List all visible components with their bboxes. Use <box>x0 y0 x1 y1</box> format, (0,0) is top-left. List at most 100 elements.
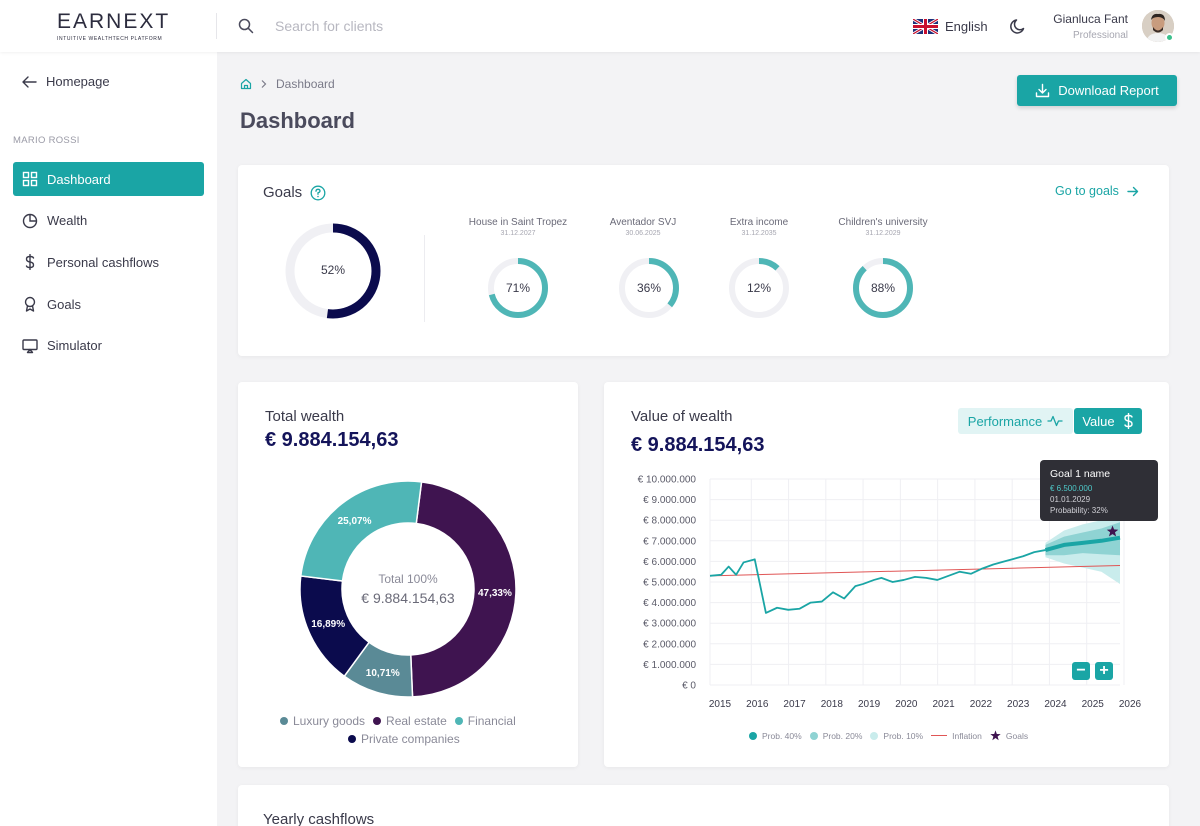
yearly-cashflows-title: Yearly cashflows <box>263 811 375 826</box>
total-wealth-title: Total wealth <box>265 408 345 425</box>
tooltip-value: € 6.500.000 <box>1050 484 1093 493</box>
sidebar-item-wealth[interactable]: Wealth <box>13 204 204 238</box>
legend-item: Prob. 10% <box>870 731 923 741</box>
wealth-legend: Luxury goods Real estate Financial <box>280 714 550 728</box>
go-to-goals-link[interactable]: Go to goals <box>1055 184 1139 198</box>
ring-progress <box>488 258 548 318</box>
legend-label: Goals <box>1005 730 1029 741</box>
x-tick-label: 2022 <box>970 699 993 710</box>
zoom-in-button[interactable]: + <box>1095 662 1113 680</box>
legend-item: Goals <box>990 730 1028 741</box>
legend-item: Private companies <box>348 732 460 746</box>
legend-item: Financial <box>454 714 516 728</box>
value-line <box>709 549 1046 614</box>
yearly-cashflows-card: Yearly cashflows <box>238 785 1169 826</box>
goal-item[interactable]: House in Saint Tropez 31.12.2027 <box>463 217 573 237</box>
y-tick-label: € 0 <box>682 681 696 692</box>
y-tick-label: € 4.000.000 <box>643 598 696 609</box>
user-name: Gianluca Fant <box>1053 12 1128 26</box>
legend-label: Private companies <box>361 732 460 746</box>
client-name: MARIO ROSSI <box>13 135 80 146</box>
goal-marker[interactable] <box>1106 525 1119 537</box>
homepage-link[interactable]: Homepage <box>22 74 110 89</box>
legend-dot <box>809 731 818 740</box>
award-icon <box>24 296 36 312</box>
prob-40-line <box>1044 535 1121 552</box>
logo-tagline: INTUITIVE WEALTHTECH PLATFORM <box>57 36 163 42</box>
avatar[interactable] <box>1142 10 1174 42</box>
legend-item: Inflation <box>931 731 982 741</box>
goal-ring <box>488 258 548 318</box>
uk-flag-icon <box>913 18 938 34</box>
sidebar-item-personal-cashflows[interactable]: Personal cashflows <box>13 245 204 279</box>
sidebar-item-dashboard[interactable]: Dashboard <box>13 162 204 196</box>
sidebar-item-label: Personal cashflows <box>47 254 159 270</box>
goal-date: 30.06.2025 <box>625 230 661 237</box>
donut-slice-label: 47,33% <box>478 588 512 599</box>
legend-label: Inflation <box>952 730 982 741</box>
help-circle-icon[interactable] <box>310 185 326 201</box>
breadcrumb-current: Dashboard <box>276 77 335 91</box>
sidebar-item-goals[interactable]: Goals <box>13 287 204 321</box>
ring-progress <box>853 258 913 318</box>
search-input[interactable] <box>266 14 566 38</box>
language-selector[interactable]: English <box>913 17 988 35</box>
x-tick-label: 2021 <box>933 699 956 710</box>
value-of-wealth-card: Value of wealth € 9.884.154,63 Performan… <box>604 382 1169 767</box>
legend-dot <box>749 731 757 740</box>
legend-label: Prob. 10% <box>883 730 924 741</box>
sidebar-nav: Dashboard Wealth Personal cashflows Goal… <box>13 162 204 370</box>
logo-text: EARNEXT <box>57 10 171 33</box>
home-icon[interactable] <box>240 78 252 90</box>
goal-date: 31.12.2035 <box>741 230 777 237</box>
donut-slice-label: 16,89% <box>311 619 345 630</box>
legend-dot <box>373 717 382 725</box>
legend-dot <box>348 735 356 743</box>
tooltip-probability: Probability: 32% <box>1050 506 1108 515</box>
ring-progress <box>619 258 679 318</box>
moon-icon[interactable] <box>1009 17 1027 35</box>
goal-ring <box>729 258 789 318</box>
toggle-value[interactable]: Value <box>1074 408 1142 434</box>
goal-name: Extra income <box>729 217 789 228</box>
value-line-chart: € 0 € 1.000.000 € 2.000.000 € 3.000.000 € 4.… <box>638 475 1142 711</box>
donut-slice-real-estate[interactable] <box>409 481 517 698</box>
legend-item: Prob. 20% <box>809 731 862 741</box>
dollar-icon <box>1123 413 1133 429</box>
donut-slice-financial[interactable] <box>299 480 423 582</box>
x-tick-label: 2020 <box>895 699 918 710</box>
toggle-performance[interactable]: Performance <box>958 408 1073 434</box>
goals-card: Goals Go to goals 52% House in Saint Tro… <box>238 165 1169 356</box>
dollar-icon <box>25 254 35 271</box>
download-report-button[interactable]: Download Report <box>1017 75 1177 106</box>
goal-percent: 71% <box>505 281 531 295</box>
goal-percent: 12% <box>746 281 772 295</box>
zoom-out-button[interactable]: − <box>1072 662 1090 680</box>
legend-dot <box>280 717 288 725</box>
ring-progress <box>729 258 789 318</box>
sidebar: Homepage MARIO ROSSI Dashboard Wealth Pe… <box>0 52 217 826</box>
goal-date: 31.12.2027 <box>500 230 536 237</box>
legend-dot <box>870 731 879 740</box>
goal-item[interactable]: Children's university 31.12.2029 <box>823 217 943 237</box>
x-tick-label: 2018 <box>821 699 844 710</box>
y-tick-label: € 5.000.000 <box>643 578 696 589</box>
tooltip-date: 01.01.2029 <box>1050 495 1091 504</box>
page-title: Dashboard <box>240 108 355 133</box>
sidebar-item-label: Simulator <box>47 338 102 354</box>
donut-slice-label: 10,71% <box>366 668 400 679</box>
monitor-icon <box>22 339 38 353</box>
legend-label: Prob. 40% <box>762 730 802 741</box>
legend-line <box>931 735 948 736</box>
legend-label: Real estate <box>386 714 447 728</box>
goal-date: 31.12.2029 <box>865 230 901 237</box>
goals-title: Goals <box>263 184 303 201</box>
legend-item: Luxury goods <box>280 714 365 728</box>
ring-progress <box>285 223 381 319</box>
goal-item[interactable]: Extra income 31.12.2035 <box>709 217 809 237</box>
goal-item[interactable]: Aventador SVJ 30.06.2025 <box>593 217 693 237</box>
x-tick-label: 2015 <box>709 699 732 710</box>
logo[interactable]: EARNEXT INTUITIVE WEALTHTECH PLATFORM <box>57 10 171 44</box>
y-tick-label: € 6.000.000 <box>643 557 696 568</box>
sidebar-item-simulator[interactable]: Simulator <box>13 329 204 363</box>
